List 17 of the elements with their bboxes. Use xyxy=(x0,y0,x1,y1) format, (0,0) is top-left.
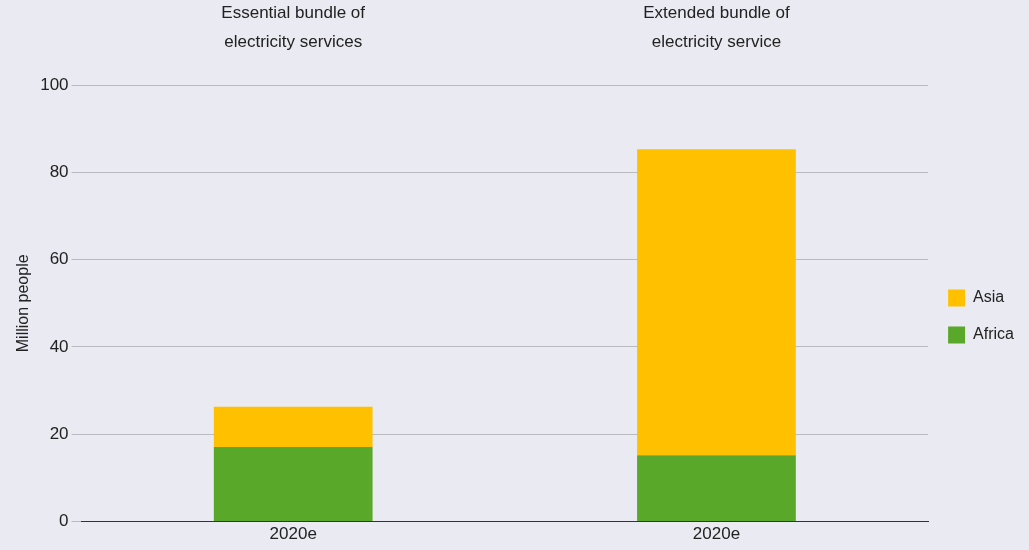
y-axis-title: Million people xyxy=(14,254,32,353)
bar xyxy=(637,149,796,456)
y-tick-label: 40 xyxy=(49,336,69,356)
bar xyxy=(213,446,373,522)
text: Essential bundle of electricity services xyxy=(221,3,366,51)
y-tick-label: 0 xyxy=(59,511,69,531)
x-tick-label: 2020e xyxy=(692,524,741,544)
bar xyxy=(637,455,796,522)
y-tick-label: 100 xyxy=(40,74,69,94)
legend-label: Asia xyxy=(973,288,1005,306)
x-tick-label: 2020e xyxy=(269,524,317,544)
y-tick-label: 20 xyxy=(49,423,69,443)
legend-label: Africa xyxy=(973,325,1015,343)
bar xyxy=(213,406,373,447)
y-tick-label: 60 xyxy=(49,249,69,269)
y-tick-label: 80 xyxy=(49,162,69,182)
text: Extended bundle of electricity service xyxy=(643,3,790,51)
